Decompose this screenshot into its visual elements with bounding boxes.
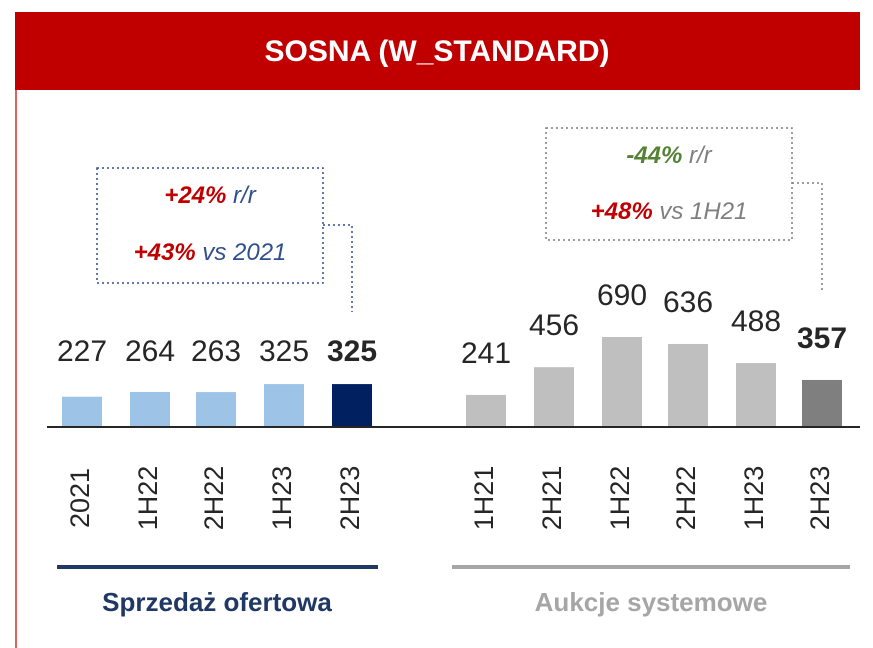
bar (130, 391, 170, 426)
value-label: 357 (797, 322, 847, 355)
bar (196, 392, 236, 426)
annotation-space (196, 239, 203, 266)
bar (534, 367, 574, 426)
value-label: 325 (259, 335, 309, 368)
annotation: +24% r/r (164, 182, 256, 209)
value-label: 227 (57, 335, 107, 368)
x-tick-label: 1H23 (739, 466, 769, 531)
annotation-box (545, 127, 793, 241)
annotation: +43% vs 2021 (134, 239, 287, 266)
value-label: 264 (125, 335, 175, 368)
annotation: -44% r/r (626, 142, 712, 169)
bar (264, 384, 304, 426)
x-tick-label: 1H23 (267, 466, 297, 531)
bar (602, 337, 642, 426)
x-tick-label: 2H21 (537, 466, 567, 531)
x-tick-label: 1H21 (469, 466, 499, 531)
x-tick-label: 2H22 (671, 466, 701, 531)
value-label: 488 (731, 305, 781, 338)
annotation-text: vs 1H21 (659, 198, 747, 225)
x-tick-label: 2H22 (199, 466, 229, 531)
bar (736, 363, 776, 426)
annotation-text: vs 2021 (202, 239, 286, 266)
annotation: +48% vs 1H21 (591, 198, 748, 225)
x-tick-label: 1H22 (133, 466, 163, 531)
annotation-space (653, 198, 660, 225)
annotation-text: r/r (689, 142, 713, 169)
title-banner (15, 12, 860, 90)
group-label: Aukcje systemowe (535, 587, 768, 617)
value-label: 241 (461, 337, 511, 370)
x-tick-label: 2021 (65, 468, 95, 528)
value-label: 263 (191, 335, 241, 368)
annotation-space (682, 142, 689, 169)
annotation-connector (792, 182, 823, 290)
value-label: 636 (663, 286, 713, 319)
annotation-change: +43% (134, 239, 196, 266)
annotation-space (226, 182, 233, 209)
annotation-change: +48% (591, 198, 653, 225)
bar (62, 396, 102, 426)
bar (466, 394, 506, 426)
value-label: 690 (597, 279, 647, 312)
x-tick-label: 2H23 (335, 466, 365, 531)
value-label: 456 (529, 309, 579, 342)
annotation-connector (323, 224, 353, 312)
value-label: 325 (327, 335, 377, 368)
annotation-change: +24% (164, 182, 226, 209)
x-tick-label: 2H23 (805, 466, 835, 531)
chart-title: SOSNA (W_STANDARD) (265, 35, 610, 68)
bar (802, 379, 842, 426)
group-label: Sprzedaż ofertowa (102, 587, 332, 617)
bar (332, 384, 372, 426)
annotation-text: r/r (233, 182, 257, 209)
x-tick-label: 1H22 (605, 466, 635, 531)
annotation-change: -44% (626, 142, 682, 169)
bar (668, 343, 708, 426)
